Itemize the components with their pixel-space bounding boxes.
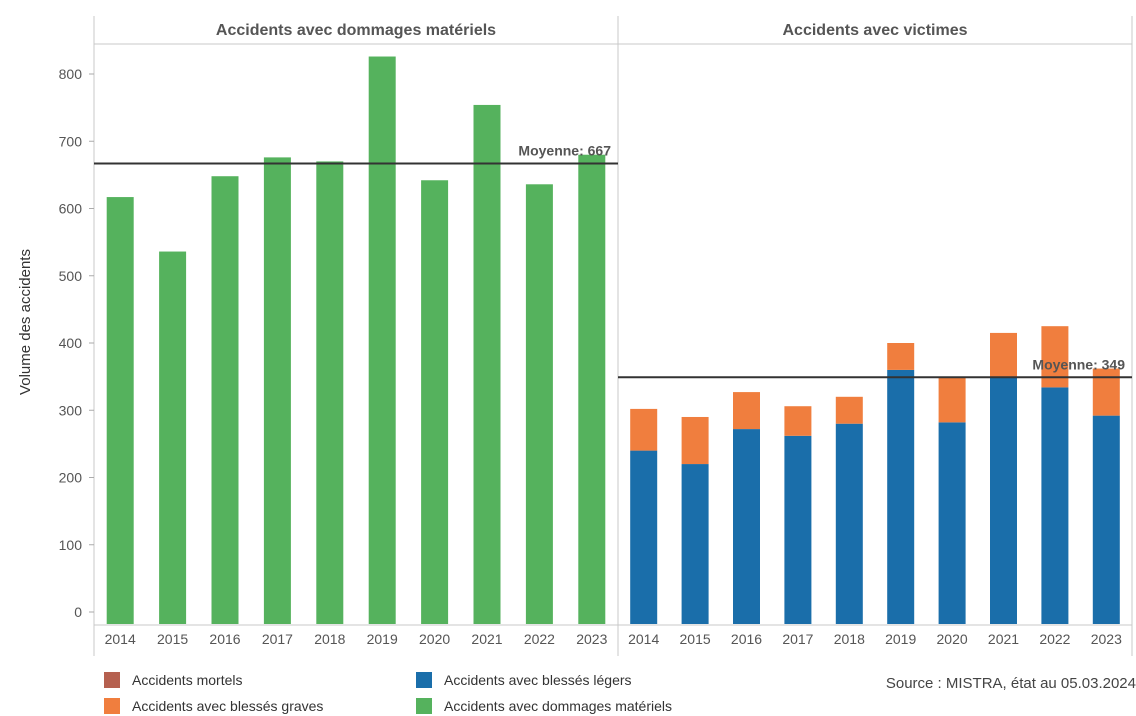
x-tick-label: 2018 xyxy=(834,631,865,647)
x-tick-label: 2019 xyxy=(367,631,398,647)
y-tick-label: 400 xyxy=(59,335,83,351)
y-tick-label: 0 xyxy=(74,604,82,620)
bar-2016 xyxy=(211,176,239,624)
bar-2015 xyxy=(681,416,709,465)
x-tick-label: 2020 xyxy=(419,631,450,647)
y-tick-label: 600 xyxy=(59,201,83,217)
x-tick-label: 2023 xyxy=(1091,631,1122,647)
x-tick-label: 2022 xyxy=(1039,631,1070,647)
legend-swatch-graves xyxy=(104,698,120,714)
bar-2016 xyxy=(733,429,760,624)
bar-2018 xyxy=(835,396,863,424)
chart: 0 100 200 300 400 500 600 700 800 Volume des acci… xyxy=(17,16,1133,656)
legend-item-mortels[interactable]: Accidents mortels xyxy=(104,670,242,690)
source-note: Source : MISTRA, état au 05.03.2024 xyxy=(885,675,1136,692)
bar-2019 xyxy=(368,56,396,624)
y-tick-label: 300 xyxy=(59,402,83,418)
bar-2014 xyxy=(630,450,658,624)
bar-2017 xyxy=(263,157,291,624)
x-tick-label: 2017 xyxy=(262,631,293,647)
legend-item-legers[interactable]: Accidents avec blessés légers xyxy=(416,670,632,690)
bar-2015 xyxy=(159,251,187,625)
x-tick-label: 2023 xyxy=(576,631,607,647)
average-label: Moyenne: 667 xyxy=(518,142,611,158)
average-label: Moyenne: 349 xyxy=(1032,356,1125,372)
x-tick-label: 2015 xyxy=(157,631,188,647)
x-tick-label: 2020 xyxy=(937,631,968,647)
bar-2017 xyxy=(784,435,812,624)
panel-title: Accidents avec dommages matériels xyxy=(216,22,496,39)
x-tick-label: 2016 xyxy=(209,631,240,647)
bar-2023 xyxy=(578,154,606,624)
bar-2015 xyxy=(681,464,709,624)
bar-2021 xyxy=(473,104,501,624)
x-tick-label: 2021 xyxy=(471,631,502,647)
x-tick-label: 2016 xyxy=(731,631,762,647)
bar-2022 xyxy=(525,184,553,625)
legend-label-materiels: Accidents avec dommages matériels xyxy=(444,698,672,714)
bar-2019 xyxy=(887,343,915,370)
x-tick-label: 2019 xyxy=(885,631,916,647)
x-tick-label: 2018 xyxy=(314,631,345,647)
bar-2021 xyxy=(990,332,1017,377)
y-tick-label: 800 xyxy=(59,66,83,82)
bar-2022 xyxy=(1041,387,1069,624)
legend-swatch-mortels xyxy=(104,672,120,688)
x-tick-label: 2014 xyxy=(628,631,659,647)
legend-item-graves[interactable]: Accidents avec blessés graves xyxy=(104,696,323,716)
bar-2019 xyxy=(887,369,915,624)
bar-2023 xyxy=(1092,415,1120,624)
x-tick-label: 2021 xyxy=(988,631,1019,647)
bar-2018 xyxy=(316,161,344,625)
legend-label-graves: Accidents avec blessés graves xyxy=(132,698,324,714)
legend-swatch-legers xyxy=(416,672,432,688)
legend-swatch-materiels xyxy=(416,698,432,714)
legend-label-mortels: Accidents mortels xyxy=(132,672,243,688)
y-tick-label: 700 xyxy=(59,133,83,149)
bar-2023 xyxy=(1092,368,1120,416)
bar-2018 xyxy=(835,423,863,624)
bar-2020 xyxy=(938,376,966,423)
y-tick-label: 200 xyxy=(59,470,83,486)
panel-title: Accidents avec victimes xyxy=(783,22,968,39)
bar-2020 xyxy=(421,180,449,624)
x-tick-label: 2015 xyxy=(680,631,711,647)
bar-2014 xyxy=(630,408,658,451)
legend-label-legers: Accidents avec blessés légers xyxy=(444,672,632,688)
bar-2020 xyxy=(938,422,966,624)
y-tick-label: 100 xyxy=(59,537,83,553)
x-tick-label: 2017 xyxy=(782,631,813,647)
bar-2021 xyxy=(990,376,1017,624)
bar-2014 xyxy=(106,197,134,624)
legend-item-materiels[interactable]: Accidents avec dommages matériels xyxy=(416,696,672,716)
bar-2016 xyxy=(733,392,760,430)
bar-2017 xyxy=(784,406,812,436)
y-tick-label: 500 xyxy=(59,268,83,284)
legend: Accidents mortels Accidents avec blessés… xyxy=(104,670,804,716)
x-tick-label: 2022 xyxy=(524,631,555,647)
y-axis-label: Volume des accidents xyxy=(17,249,34,395)
x-tick-label: 2014 xyxy=(105,631,136,647)
